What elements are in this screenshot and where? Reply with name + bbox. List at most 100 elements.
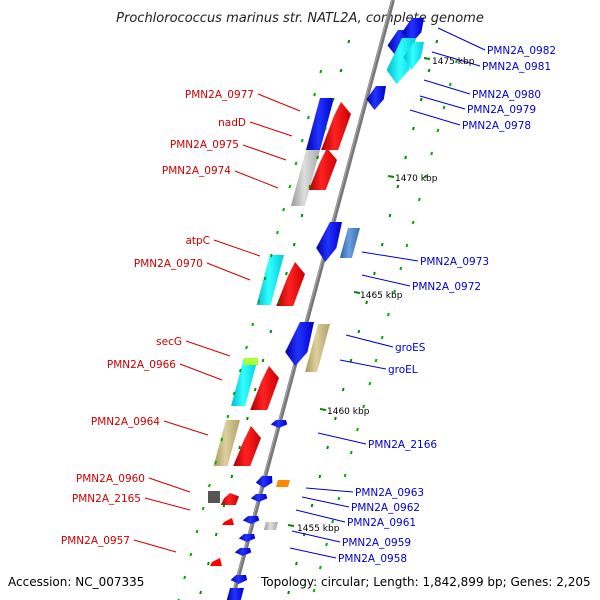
gene-label-secg[interactable]: secG — [156, 336, 182, 348]
track-dots — [177, 39, 458, 600]
gene-label-pmn2a-0974[interactable]: PMN2A_0974 — [162, 165, 231, 177]
gene-label-pmn2a-2166[interactable]: PMN2A_2166 — [368, 439, 437, 451]
gene-label-groel[interactable]: groEL — [388, 364, 418, 376]
gene-label-pmn2a-0979[interactable]: PMN2A_0979 — [467, 104, 536, 116]
gene-shape-atpc — [256, 255, 284, 305]
track-dot — [292, 242, 296, 247]
track-dot — [319, 69, 323, 74]
label-connector-line — [179, 363, 223, 381]
gene-label-pmn2a-0978[interactable]: PMN2A_0978 — [462, 120, 531, 132]
gene-label-pmn2a-0964[interactable]: PMN2A_0964 — [91, 416, 160, 428]
track-dot — [287, 590, 290, 595]
track-dot — [430, 151, 434, 156]
track-dot — [285, 271, 288, 276]
gene-label-pmn2a-0975[interactable]: PMN2A_0975 — [170, 139, 239, 151]
label-connector-line — [305, 487, 354, 493]
track-dot — [230, 474, 234, 479]
track-dot — [356, 427, 359, 432]
label-connector-line — [234, 170, 279, 189]
reverse-gene-labels: PMN2A_0982 PMN2A_0981 PMN2A_0980 PMN2A_0… — [338, 45, 556, 565]
gene-shape-pmn2a-0960 — [208, 491, 220, 503]
gene-label-pmn2a-0963[interactable]: PMN2A_0963 — [355, 487, 424, 499]
label-connector-line — [148, 477, 191, 493]
gene-label-pmn2a-0957[interactable]: PMN2A_0957 — [61, 535, 130, 547]
label-connector-line — [242, 144, 287, 161]
gene-shape-secg — [231, 358, 258, 406]
track-dot — [396, 184, 400, 189]
gene-label-pmn2a-0970[interactable]: PMN2A_0970 — [134, 258, 203, 270]
gene-label-nadd[interactable]: nadD — [218, 117, 246, 129]
gene-label-pmn2a-0961[interactable]: PMN2A_0961 — [347, 517, 416, 529]
label-connector-line — [409, 109, 461, 126]
gene-label-pmn2a-0966[interactable]: PMN2A_0966 — [107, 359, 176, 371]
track-dot — [300, 138, 304, 143]
gene-label-pmn2a-0977[interactable]: PMN2A_0977 — [185, 89, 254, 101]
gene-label-pmn2a-0972[interactable]: PMN2A_0972 — [412, 281, 481, 293]
gene-label-pmn2a-0958[interactable]: PMN2A_0958 — [338, 553, 407, 565]
track-dot — [331, 519, 335, 524]
gene-label-pmn2a-0960[interactable]: PMN2A_0960 — [76, 473, 145, 485]
scale-tick-1460: 1460 kbp — [327, 407, 370, 417]
label-connector-line — [419, 95, 466, 110]
gene-shape-pmn2a-0970 — [276, 262, 305, 306]
track-dot — [347, 39, 351, 44]
gene-label-pmn2a-0982[interactable]: PMN2A_0982 — [487, 45, 556, 57]
scale-ticks: 1475 kbp 1470 kbp 1465 kbp 1460 kbp 1455… — [297, 57, 475, 534]
scale-tick-1465: 1465 kbp — [360, 291, 403, 301]
gene-shape-bottom-a — [230, 575, 248, 584]
track-dot — [343, 473, 347, 478]
track-dot — [349, 358, 353, 363]
track-dot — [269, 253, 273, 258]
gene-shape-groes — [285, 322, 314, 366]
gene-label-pmn2a-2165[interactable]: PMN2A_2165 — [72, 493, 141, 505]
track-dot — [189, 552, 193, 557]
gene-shape-pmn2a-0958b — [234, 548, 252, 556]
gene-label-pmn2a-0962[interactable]: PMN2A_0962 — [351, 502, 420, 514]
track-dot — [404, 155, 408, 160]
track-dot — [424, 174, 427, 179]
gene-shape-pmn2a-0962 — [250, 494, 268, 502]
track-dot — [238, 368, 242, 373]
gene-label-groes[interactable]: groES — [395, 342, 426, 354]
scale-tick-1470: 1470 kbp — [395, 174, 438, 184]
scale-tick-1475: 1475 kbp — [432, 57, 475, 67]
label-connector-line — [289, 547, 337, 559]
track-dot — [295, 561, 298, 566]
track-dot — [220, 437, 224, 442]
gene-label-atpc[interactable]: atpC — [185, 235, 210, 247]
gene-shape-pmn2a-0979 — [366, 86, 386, 110]
track-dot — [412, 126, 415, 131]
gene-shape-pmn2a-0961 — [242, 516, 260, 524]
track-dot — [339, 68, 343, 73]
track-dot — [310, 503, 314, 508]
gene-shape-pmn2a-0957 — [210, 558, 222, 566]
gene-label-pmn2a-0973[interactable]: PMN2A_0973 — [420, 256, 489, 268]
track-dot — [448, 82, 452, 87]
track-dot — [388, 213, 392, 218]
track-dot — [427, 68, 431, 73]
track-dot — [435, 39, 439, 44]
track-dot — [312, 588, 316, 593]
scale-tick-mark — [423, 57, 431, 60]
track-dot — [442, 105, 446, 110]
gene-label-pmn2a-0981[interactable]: PMN2A_0981 — [482, 61, 551, 73]
scale-tick-mark — [287, 524, 295, 527]
track-dot — [207, 561, 210, 566]
track-dot — [245, 345, 248, 350]
gene-label-pmn2a-0980[interactable]: PMN2A_0980 — [472, 89, 541, 101]
track-dot — [318, 565, 322, 570]
gene-label-pmn2a-0959[interactable]: PMN2A_0959 — [342, 537, 411, 549]
track-dot — [183, 575, 187, 580]
track-dot — [214, 460, 217, 465]
track-dot — [263, 276, 267, 281]
gene-shape-pmn2a-0963-orange — [276, 480, 290, 487]
gene-shape-pmn2a-2166 — [270, 420, 288, 428]
track-dot — [277, 300, 280, 305]
track-dot — [257, 299, 261, 304]
gene-shape-groel — [305, 324, 330, 372]
gene-shape-pmn2a-0963 — [255, 476, 273, 488]
track-dot — [269, 329, 273, 334]
track-dot — [326, 445, 329, 450]
track-dot — [399, 266, 403, 271]
track-dot — [318, 474, 322, 479]
